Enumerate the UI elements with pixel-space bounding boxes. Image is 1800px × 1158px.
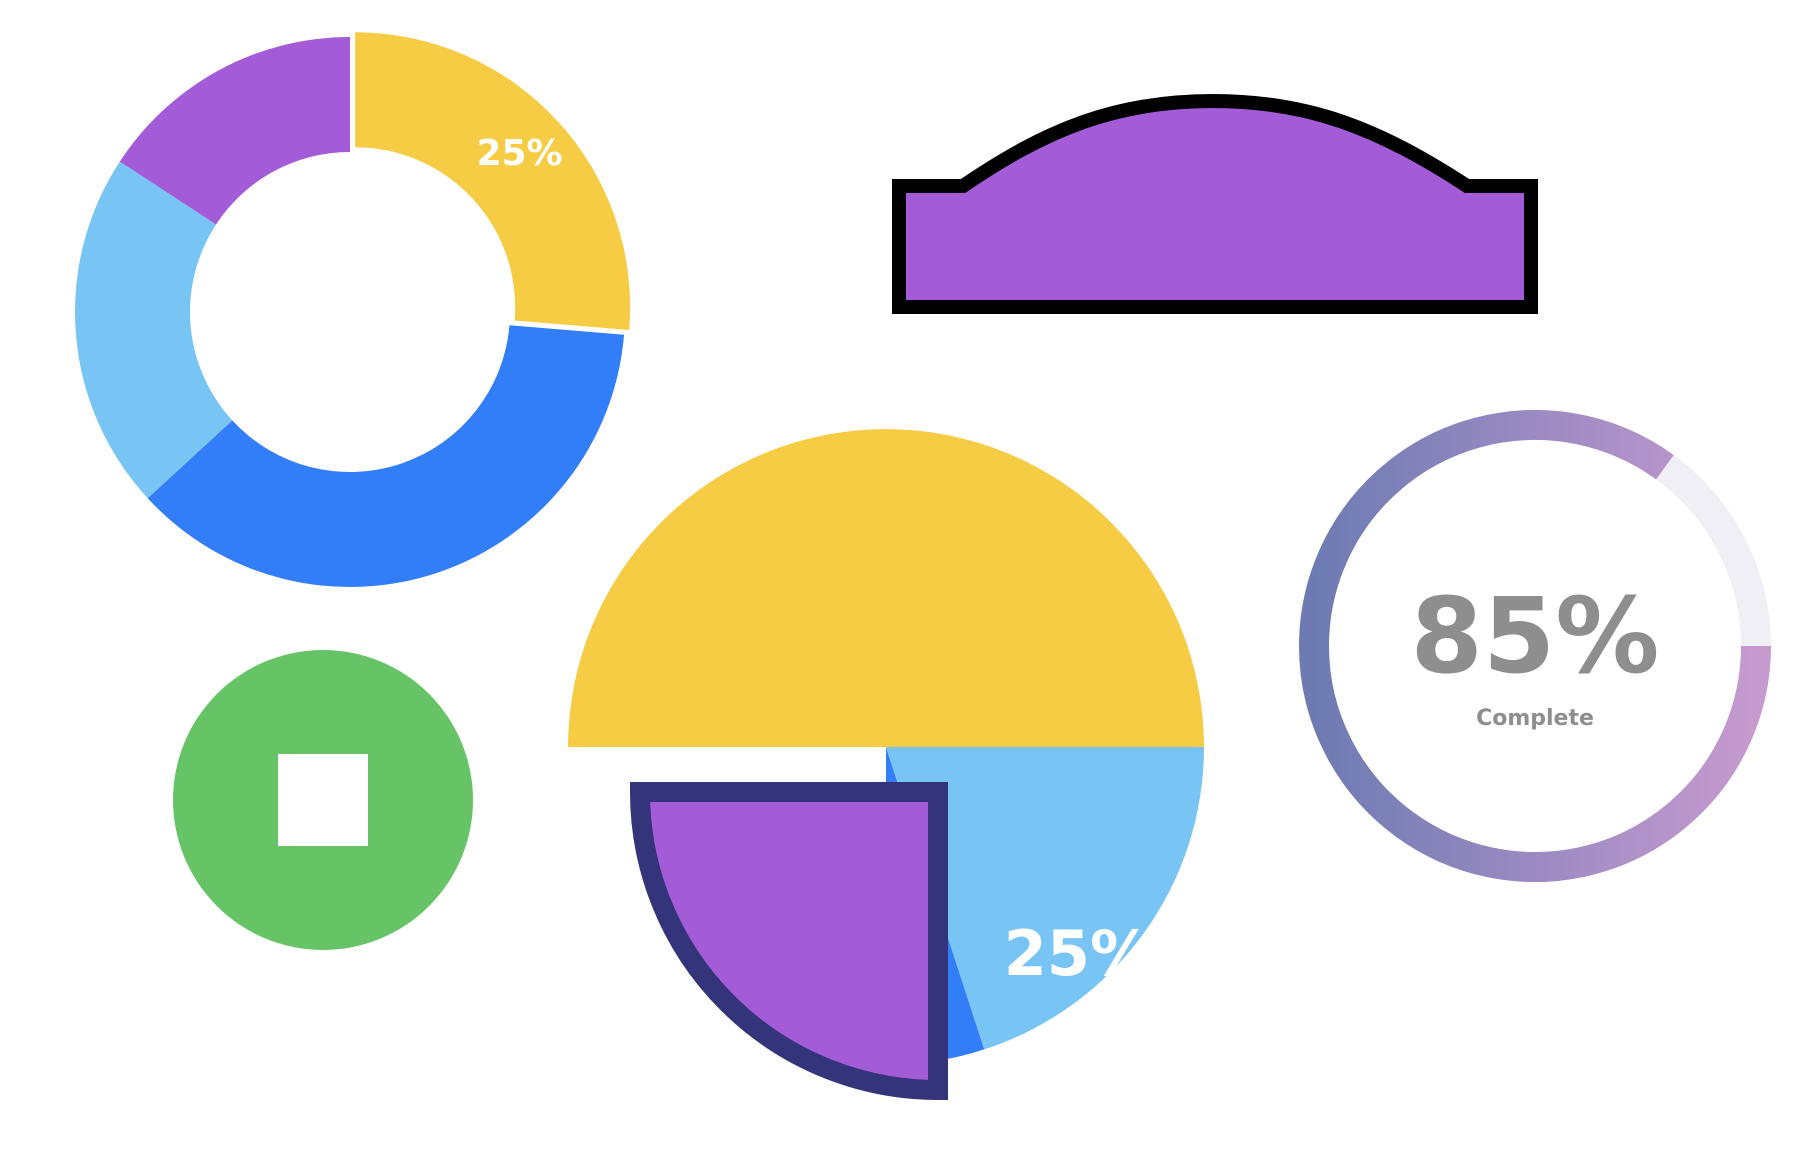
pie-slice-4 bbox=[629, 782, 948, 1101]
donut-slice-1 bbox=[355, 32, 631, 330]
exploded-pie-chart: 25% bbox=[568, 429, 1204, 1101]
stop-icon bbox=[173, 650, 473, 950]
stop-icon-square bbox=[278, 754, 368, 846]
pie-slice-1 bbox=[568, 429, 1204, 747]
donut-slice-3 bbox=[74, 161, 233, 499]
progress-value-label: 85% bbox=[1411, 575, 1660, 697]
donut-chart: 25% bbox=[74, 32, 631, 588]
progress-ring-arc bbox=[1299, 410, 1771, 882]
pie-slice-2 bbox=[886, 747, 1204, 1050]
donut-slice-2 bbox=[147, 325, 625, 588]
progress-ring: 85% Complete bbox=[1299, 410, 1771, 882]
arch-banner-shape bbox=[892, 93, 1538, 314]
pie-slice-label-4: 25% bbox=[1004, 917, 1152, 990]
progress-caption: Complete bbox=[1476, 706, 1594, 731]
donut-slice-label-1: 25% bbox=[476, 133, 562, 174]
arch-banner-path bbox=[892, 93, 1538, 314]
donut-slice-4 bbox=[119, 37, 350, 225]
